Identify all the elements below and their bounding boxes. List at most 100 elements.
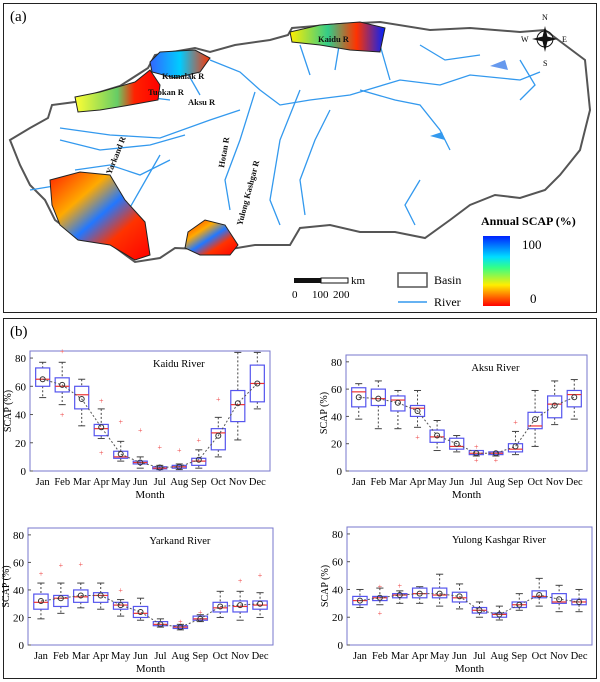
river-label-tuokan: Tuokan R — [148, 87, 185, 97]
outlier: + — [39, 569, 44, 578]
box — [547, 395, 563, 419]
outlier: + — [79, 560, 84, 569]
basin-outline — [8, 20, 592, 264]
mean-marker — [571, 394, 578, 401]
mean-marker — [496, 611, 503, 618]
x-tick-label: Aug — [170, 477, 189, 488]
x-tick-label: Mar — [389, 477, 407, 488]
y-tick-label: 40 — [331, 411, 343, 423]
subbasin-kaidu — [289, 21, 386, 53]
outlier: + — [99, 449, 104, 458]
map-panel-label: (a) — [10, 9, 27, 25]
outlier: + — [60, 411, 65, 420]
mean-marker — [97, 592, 104, 599]
compass-icon: N S E W — [521, 13, 567, 68]
box — [191, 457, 207, 466]
colorbar — [483, 236, 510, 306]
x-tick-label: May — [111, 477, 131, 488]
outlier: + — [238, 576, 243, 585]
chart-title: Yarkand River — [149, 536, 211, 547]
plot-frame — [346, 526, 593, 646]
y-axis-label: SCAP (%) — [3, 390, 14, 432]
y-tick-label: 20 — [332, 612, 344, 624]
mean-marker — [234, 400, 241, 407]
y-tick-label: 60 — [332, 557, 344, 569]
y-tick-label: 80 — [331, 357, 343, 369]
x-tick-label: Jun — [452, 651, 467, 662]
box — [551, 593, 567, 604]
box — [527, 411, 543, 430]
y-tick-label: 40 — [15, 410, 27, 422]
subbasin-tuokan — [74, 69, 161, 113]
y-axis-label: SCAP (%) — [319, 392, 330, 434]
outlier: + — [138, 426, 143, 435]
mean-line — [42, 378, 258, 468]
x-tick-label: Apr — [93, 477, 110, 488]
y-tick-label: 60 — [13, 557, 25, 569]
x-tick-label: Jul — [154, 477, 166, 488]
mean-marker — [117, 602, 124, 609]
svg-text:200: 200 — [333, 289, 350, 301]
mean-marker — [434, 432, 441, 439]
outlier: + — [197, 436, 202, 445]
mean-marker — [355, 394, 362, 401]
x-tick-label: Aug — [490, 651, 509, 662]
svg-text:W: W — [521, 35, 529, 44]
mean-marker — [195, 456, 202, 463]
x-tick-label: Feb — [370, 477, 386, 488]
mean-marker — [37, 597, 44, 604]
x-tick-label: Feb — [54, 477, 70, 488]
svg-text:E: E — [562, 35, 567, 44]
mean-line — [40, 594, 261, 628]
y-tick-label: 0 — [338, 640, 344, 652]
basin-legend-label: Basin — [434, 273, 461, 287]
colorbar-title: Annual SCAP (%) — [481, 214, 576, 228]
outlier: + — [513, 418, 518, 427]
x-axis-label: Month — [136, 663, 166, 675]
subbasin-kumalak — [149, 49, 211, 79]
mean-marker — [516, 601, 523, 608]
outlier: + — [494, 456, 499, 465]
subbasin-yulong-kashgar — [184, 219, 239, 256]
mean-marker — [556, 596, 563, 603]
x-tick-label: Oct — [527, 477, 542, 488]
mean-marker — [59, 381, 66, 388]
mean-marker — [551, 402, 558, 409]
box — [411, 587, 428, 599]
subbasin-yarkand — [49, 171, 151, 261]
outlier: + — [415, 433, 420, 442]
plot-frame — [29, 350, 271, 472]
outlier: + — [474, 442, 479, 451]
x-tick-label: Mar — [391, 651, 409, 662]
mean-marker — [237, 602, 244, 609]
mean-marker — [492, 450, 499, 457]
mean-marker — [414, 407, 421, 414]
colorbar-min: 0 — [530, 291, 537, 306]
mean-marker — [416, 590, 423, 597]
mean-marker — [57, 595, 64, 602]
box — [566, 389, 582, 408]
svg-text:N: N — [542, 13, 548, 22]
x-tick-label: Jun — [133, 477, 148, 488]
x-tick-label: Feb — [372, 651, 388, 662]
outlier: + — [216, 395, 221, 404]
x-tick-label: Jul — [154, 651, 166, 662]
x-axis-label: Month — [455, 663, 485, 675]
river-label-kaidu: Kaidu R — [318, 34, 350, 44]
boxplot-yarkand-river: 0 20 40 60 80 SCAP (%) Month Yarkand River Jan + F… — [1, 527, 274, 675]
x-tick-label: Dec — [252, 651, 269, 662]
box — [390, 395, 406, 412]
mean-line — [358, 396, 575, 454]
boxplot-panel-label: (b) — [10, 324, 28, 340]
x-tick-label: Sep — [191, 477, 207, 488]
mean-marker — [257, 600, 264, 607]
x-tick-label: Sep — [508, 477, 524, 488]
mean-marker — [453, 440, 460, 447]
mean-marker — [77, 592, 84, 599]
outlier: + — [157, 443, 162, 452]
x-tick-label: Oct — [532, 651, 547, 662]
svg-text:S: S — [543, 59, 547, 68]
plot-frame — [345, 354, 588, 472]
box — [431, 587, 448, 599]
